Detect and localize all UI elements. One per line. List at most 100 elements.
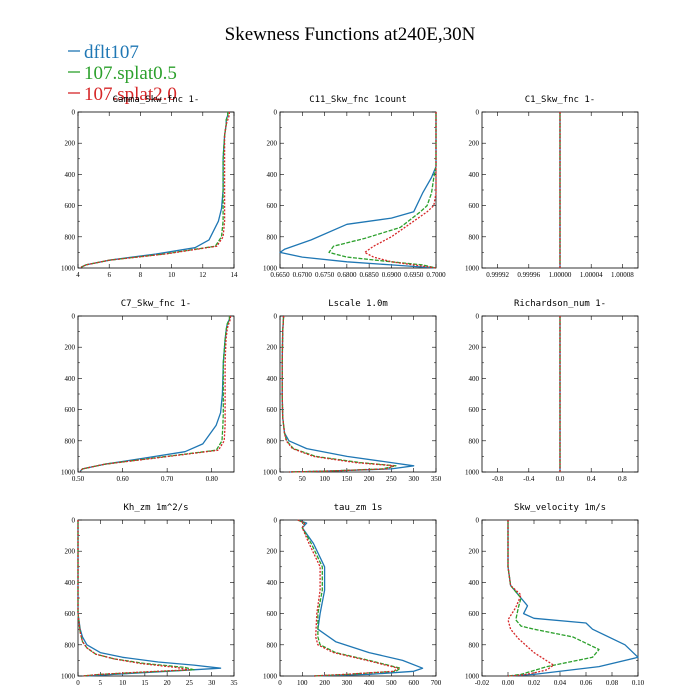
x-tick-label: 0.7000	[426, 271, 446, 279]
y-tick-label: 800	[65, 233, 76, 241]
y-tick-label: 200	[267, 140, 278, 148]
x-tick-label: 0	[76, 679, 80, 687]
y-tick-label: 200	[469, 344, 480, 352]
panel-title: C11_Skw_fnc 1count	[309, 95, 407, 105]
y-tick-label: 400	[267, 579, 278, 587]
panel-c11: C11_Skw_fnc 1count 0 200 400 600 800 10000.665…	[263, 95, 446, 279]
y-tick-label: 600	[65, 406, 76, 414]
y-tick-label: 1000	[465, 265, 480, 273]
y-tick-label: 400	[65, 579, 76, 587]
y-tick-label: 1000	[61, 265, 76, 273]
x-tick-label: 0.04	[554, 679, 567, 687]
x-tick-label: 300	[342, 679, 353, 687]
x-tick-label: -0.8	[492, 475, 504, 483]
panel-title: Lscale 1.0m	[328, 299, 388, 309]
y-tick-label: 800	[267, 437, 278, 445]
y-tick-label: 800	[267, 641, 278, 649]
panel-title: Skw_velocity 1m/s	[514, 503, 606, 513]
x-tick-label: 0.10	[632, 679, 645, 687]
x-tick-label: 0.8	[618, 475, 627, 483]
x-tick-label: 0.4	[587, 475, 596, 483]
y-tick-label: 0	[72, 313, 76, 321]
figure-title: Skewness Functions at240E,30N	[225, 24, 476, 45]
x-tick-label: 50	[299, 475, 307, 483]
x-tick-label: 1.00008	[611, 271, 634, 279]
series-line-dflt107	[79, 316, 231, 472]
y-tick-label: 600	[65, 202, 76, 210]
y-tick-label: 200	[469, 140, 480, 148]
x-tick-label: 30	[208, 679, 216, 687]
x-tick-label: 0.80	[206, 475, 219, 483]
y-tick-label: 800	[65, 641, 76, 649]
legend-label-1: 107.splat0.5	[84, 63, 177, 84]
x-tick-label: -0.4	[523, 475, 535, 483]
x-tick-label: 0	[278, 679, 282, 687]
x-tick-label: 250	[386, 475, 397, 483]
x-tick-label: 100	[319, 475, 330, 483]
y-tick-label: 0	[476, 313, 480, 321]
x-tick-label: 0	[278, 475, 282, 483]
x-tick-label: 1.00004	[580, 271, 603, 279]
y-tick-label: 600	[267, 610, 278, 618]
y-tick-label: 600	[469, 610, 480, 618]
plot-frame	[279, 315, 437, 473]
y-tick-label: 400	[469, 375, 480, 383]
y-tick-label: 200	[65, 344, 76, 352]
x-tick-label: -0.02	[475, 679, 490, 687]
x-tick-label: 0.6650	[270, 271, 290, 279]
plot-frame	[279, 111, 437, 269]
x-tick-label: 0.6950	[404, 271, 424, 279]
series-line-dflt107	[80, 112, 229, 268]
x-tick-label: 200	[364, 475, 375, 483]
x-tick-label: 0.6800	[337, 271, 357, 279]
y-tick-label: 800	[65, 437, 76, 445]
x-tick-label: 14	[231, 271, 239, 279]
series-line-107.splat2.0	[281, 315, 395, 473]
plot-frame	[77, 315, 235, 473]
y-tick-label: 400	[267, 375, 278, 383]
x-tick-label: 15	[141, 679, 149, 687]
x-tick-label: 100	[297, 679, 308, 687]
y-tick-label: 800	[469, 641, 480, 649]
series-line-dflt107	[77, 520, 222, 677]
x-tick-label: 0.0	[556, 475, 565, 483]
x-tick-label: 0.70	[161, 475, 174, 483]
panel-richardson: Richardson_num 1- 0 200 400 600 800 1000 -0.8 -0…	[465, 299, 639, 483]
series-line-107.splat2.0	[364, 112, 437, 269]
x-tick-label: 200	[319, 679, 330, 687]
x-tick-label: 6	[107, 271, 111, 279]
series-line-107.splat2.0	[507, 520, 555, 677]
y-tick-label: 0	[72, 517, 76, 525]
legend-label-0: dflt107	[84, 42, 139, 63]
y-tick-label: 1000	[465, 673, 480, 681]
series-line-107.splat0.5	[328, 112, 437, 269]
x-tick-label: 700	[431, 679, 442, 687]
x-tick-label: 0.99996	[517, 271, 540, 279]
panel-title: tau_zm 1s	[334, 503, 383, 513]
y-tick-label: 400	[65, 171, 76, 179]
y-tick-label: 0	[72, 109, 76, 117]
x-tick-label: 0.60	[116, 475, 129, 483]
x-tick-label: 0.6750	[315, 271, 335, 279]
y-tick-label: 1000	[61, 469, 76, 477]
y-tick-label: 600	[65, 610, 76, 618]
series-line-107.splat2.0	[80, 112, 230, 268]
x-tick-label: 0.06	[580, 679, 593, 687]
x-tick-label: 1.00000	[549, 271, 572, 279]
y-tick-label: 1000	[263, 673, 278, 681]
x-tick-label: 150	[342, 475, 353, 483]
panel-title: Richardson_num 1-	[514, 299, 606, 309]
panel-title: C7_Skw_fnc 1-	[121, 299, 191, 309]
x-tick-label: 12	[199, 271, 207, 279]
series-line-dflt107	[281, 315, 415, 473]
x-tick-label: 600	[408, 679, 419, 687]
y-tick-label: 400	[65, 375, 76, 383]
x-tick-label: 350	[431, 475, 442, 483]
